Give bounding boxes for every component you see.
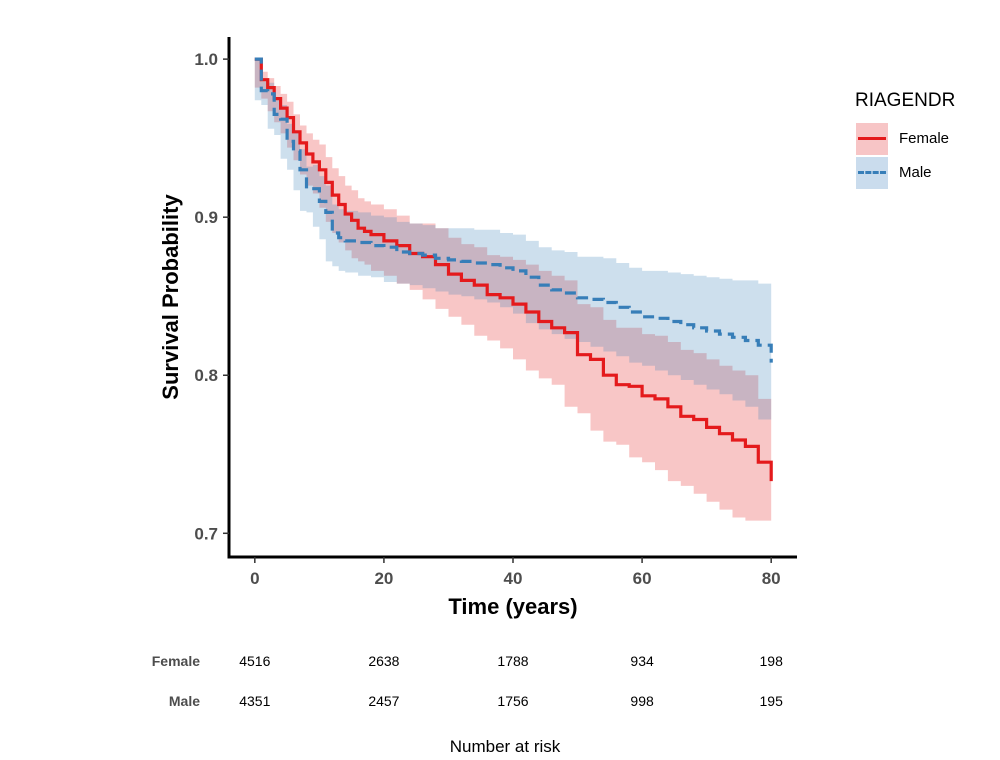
risk-cell: 2457 [368, 693, 400, 709]
risk-cell: 2638 [368, 653, 400, 669]
ci-band-male [254, 59, 772, 420]
legend-key-line [858, 171, 886, 174]
risk-cell: 4351 [239, 693, 271, 709]
legend-key-male [856, 157, 888, 189]
x-tick-label: 60 [633, 569, 652, 588]
risk-table-title: Number at risk [449, 737, 561, 756]
x-tick-label: 40 [504, 569, 523, 588]
risk-cell: 934 [630, 653, 654, 669]
y-tick-label: 1.0 [194, 50, 218, 69]
ci-band-female [254, 59, 772, 521]
risk-cell: 998 [630, 693, 654, 709]
survival-line-male [254, 57, 773, 363]
x-axis-label: Time (years) [448, 594, 577, 619]
risk-cell: 1756 [497, 693, 529, 709]
survival-line-female [254, 57, 773, 482]
legend-label-female: Female [899, 130, 950, 147]
axes [223, 37, 797, 563]
risk-row-label: Female [151, 653, 200, 669]
risk-cell: 4516 [239, 653, 271, 669]
risk-cell: 198 [759, 653, 783, 669]
confidence-bands [254, 59, 772, 521]
x-tick-label: 80 [762, 569, 781, 588]
legend-title: RIAGENDR [855, 90, 956, 111]
y-tick-label: 0.7 [194, 524, 218, 543]
y-axis-label: Survival Probability [158, 194, 183, 400]
legend-label-male: Male [899, 164, 932, 181]
risk-cell: 195 [759, 693, 783, 709]
survival-curves [254, 57, 773, 482]
tick-labels: 0 20 40 60 80 0.7 0.8 0.9 1.0 [194, 50, 780, 588]
x-tick-label: 20 [374, 569, 393, 588]
y-tick-label: 0.9 [194, 208, 218, 227]
risk-row-label: Male [168, 693, 200, 709]
y-tick-label: 0.8 [194, 366, 218, 385]
legend-key-line [858, 137, 886, 140]
legend-key-female [856, 123, 888, 155]
x-tick-label: 0 [250, 569, 259, 588]
risk-cell: 1788 [497, 653, 529, 669]
